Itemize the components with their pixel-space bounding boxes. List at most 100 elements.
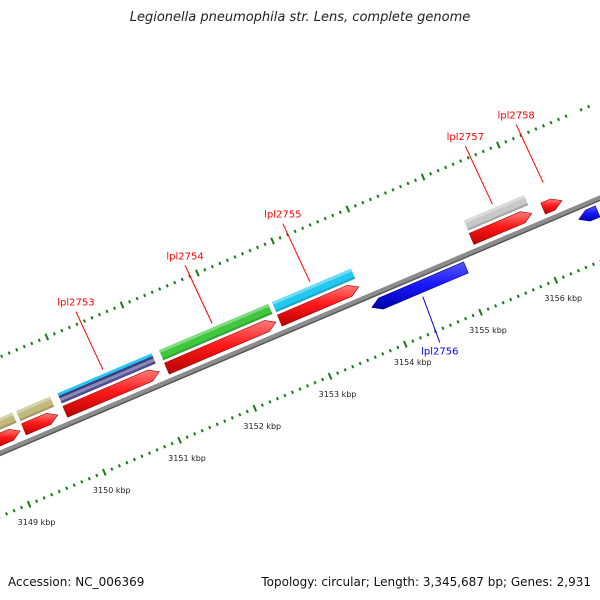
minor-tick-inner bbox=[343, 368, 347, 372]
minor-tick-inner bbox=[147, 451, 151, 455]
minor-tick-outer bbox=[406, 181, 410, 186]
minor-tick-inner bbox=[501, 300, 505, 305]
major-tick-inner bbox=[553, 276, 559, 284]
minor-tick-inner bbox=[591, 262, 595, 267]
major-tick-inner bbox=[177, 436, 182, 444]
feature-highlight bbox=[271, 268, 353, 305]
minor-tick-inner bbox=[441, 326, 445, 331]
minor-tick-inner bbox=[584, 265, 588, 270]
accession-text: Accession: NC_006369 bbox=[8, 575, 145, 589]
minor-tick-outer bbox=[150, 290, 154, 294]
major-tick-inner bbox=[327, 372, 333, 380]
genes-count-text: Genes: 2,931 bbox=[503, 575, 591, 589]
minor-tick-inner bbox=[509, 297, 513, 302]
minor-tick-outer bbox=[82, 319, 86, 323]
minor-tick-inner bbox=[411, 339, 415, 343]
minor-tick-inner bbox=[486, 307, 490, 311]
minor-tick-outer bbox=[225, 258, 229, 262]
minor-tick-inner bbox=[381, 352, 385, 356]
feature-block bbox=[0, 412, 17, 430]
minor-tick-outer bbox=[60, 328, 64, 333]
minor-tick-inner bbox=[223, 419, 227, 423]
major-tick-outer bbox=[44, 333, 50, 341]
minor-tick-outer bbox=[15, 348, 19, 352]
feature-block bbox=[271, 268, 356, 313]
minor-tick-outer bbox=[248, 248, 252, 253]
minor-tick-outer bbox=[541, 124, 545, 128]
major-tick-inner bbox=[403, 340, 408, 348]
gene-arrow bbox=[578, 205, 600, 222]
minor-tick-inner bbox=[50, 492, 54, 497]
minor-tick-outer bbox=[511, 136, 515, 141]
minor-tick-inner bbox=[426, 332, 430, 337]
minor-tick-outer bbox=[526, 130, 530, 134]
major-tick-inner bbox=[252, 404, 258, 412]
minor-tick-outer bbox=[30, 341, 34, 346]
minor-tick-outer bbox=[504, 140, 508, 144]
minor-tick-inner bbox=[110, 467, 114, 471]
minor-tick-outer bbox=[278, 236, 282, 240]
minor-tick-inner bbox=[321, 377, 325, 382]
minor-tick-outer bbox=[7, 351, 11, 355]
gene-arrow-lpl2756 bbox=[371, 261, 469, 310]
minor-tick-inner bbox=[336, 371, 340, 375]
length-text: Length: 3,345,687 bp bbox=[366, 575, 503, 589]
minor-tick-outer bbox=[308, 223, 312, 227]
minor-tick-outer bbox=[361, 200, 365, 205]
tick-label: 3153 kbp bbox=[319, 390, 357, 399]
minor-tick-inner bbox=[464, 316, 468, 321]
minor-tick-inner bbox=[12, 508, 16, 513]
minor-tick-inner bbox=[275, 396, 279, 401]
minor-tick-outer bbox=[52, 332, 56, 336]
gene-arrow-lpl2757 bbox=[468, 211, 533, 245]
minor-tick-inner bbox=[230, 416, 234, 420]
minor-tick-inner bbox=[524, 291, 528, 295]
minor-tick-outer bbox=[97, 312, 101, 317]
minor-tick-outer bbox=[293, 229, 297, 234]
label-leader bbox=[515, 124, 544, 183]
minor-tick-outer bbox=[203, 268, 207, 272]
ruler-major-ticks: 3149 kbp 3150 kbp 3151 kbp 3152 kbp 3153 kbp… bbox=[18, 141, 582, 527]
minor-tick-outer bbox=[398, 184, 402, 189]
minor-tick-inner bbox=[238, 412, 242, 417]
minor-tick-outer bbox=[376, 194, 380, 198]
minor-tick-outer bbox=[90, 316, 94, 320]
minor-tick-outer bbox=[451, 162, 455, 166]
major-tick-inner bbox=[102, 468, 107, 476]
feature-body bbox=[16, 396, 55, 422]
minor-tick-inner bbox=[388, 348, 392, 353]
minor-tick-inner bbox=[290, 390, 294, 395]
minor-tick-inner bbox=[576, 268, 580, 273]
minor-tick-inner bbox=[516, 294, 520, 299]
minor-tick-inner bbox=[456, 320, 460, 324]
label-leader bbox=[184, 265, 213, 324]
minor-tick-outer bbox=[391, 188, 395, 192]
minor-tick-inner bbox=[125, 460, 129, 465]
minor-tick-outer bbox=[233, 255, 237, 259]
minor-tick-outer bbox=[173, 280, 177, 285]
genome-stats: Topology: circularLength: 3,345,687 bpGe… bbox=[261, 575, 591, 589]
minor-tick-outer bbox=[301, 226, 305, 230]
gene-arrow-lpl2758 bbox=[540, 198, 563, 215]
major-tick-outer bbox=[270, 237, 275, 245]
minor-tick-outer bbox=[459, 159, 463, 163]
minor-tick-inner bbox=[531, 288, 535, 292]
feature-body bbox=[271, 268, 356, 313]
minor-tick-inner bbox=[95, 473, 99, 478]
label-leader bbox=[75, 311, 104, 370]
minor-tick-outer bbox=[67, 325, 71, 330]
tick-label: 3154 kbp bbox=[394, 358, 432, 367]
minor-tick-inner bbox=[260, 403, 264, 407]
feature-body bbox=[463, 194, 529, 231]
minor-tick-inner bbox=[546, 281, 550, 286]
minor-tick-inner bbox=[72, 483, 76, 487]
minor-tick-outer bbox=[414, 178, 418, 182]
feature-stripe bbox=[60, 360, 156, 404]
minor-tick-inner bbox=[20, 505, 24, 510]
minor-tick-inner bbox=[65, 486, 69, 491]
minor-tick-inner bbox=[132, 457, 136, 462]
feature-track bbox=[0, 194, 529, 430]
tick-label: 3150 kbp bbox=[93, 486, 131, 495]
gene-arrow bbox=[21, 412, 59, 436]
